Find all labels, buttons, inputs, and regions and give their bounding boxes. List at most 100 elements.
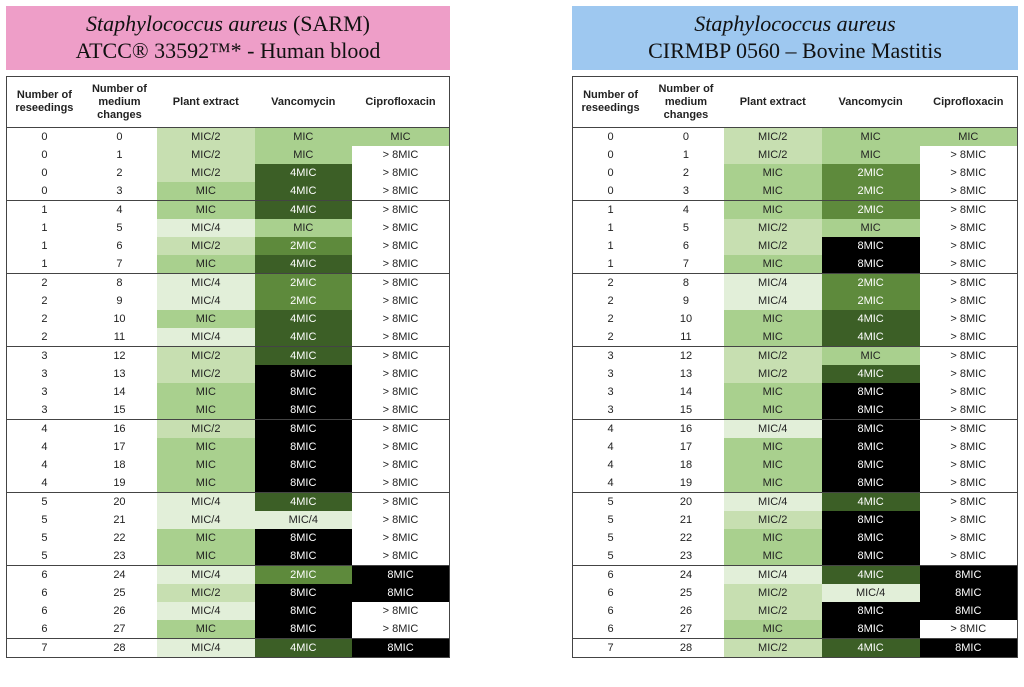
cell-reseedings: 2: [41, 313, 48, 325]
cell-plant-extract: MIC/4: [723, 419, 822, 438]
table-row: 3 14 MIC 8MIC > 8MIC: [7, 383, 450, 401]
cell-medium-changes: 13: [113, 368, 126, 380]
cell-vancomycin: 2MIC: [821, 182, 920, 201]
table-row: 5 23 MIC 8MIC > 8MIC: [7, 547, 450, 566]
cell-plant-extract: MIC/4: [157, 219, 255, 237]
cell-medium-changes: 1: [116, 149, 123, 161]
cell-medium-changes: 0: [682, 131, 690, 143]
table-row: 4 19 MIC 8MIC > 8MIC: [573, 474, 1018, 493]
cell-plant-extract: MIC/2: [157, 365, 255, 383]
cell-plant-extract: MIC/4: [723, 565, 822, 584]
cell-ciprofloxacin: > 8MIC: [352, 547, 450, 566]
cell-reseedings: 5: [607, 532, 614, 544]
cell-vancomycin: 8MIC: [254, 474, 352, 493]
cell-medium-changes: 9: [116, 295, 123, 307]
table-row: 6 25 MIC/2 MIC/4 8MIC: [573, 584, 1018, 602]
cell-vancomycin: 8MIC: [821, 438, 920, 456]
cell-ciprofloxacin: > 8MIC: [919, 511, 1018, 529]
table-row: 2 10 MIC 4MIC > 8MIC: [573, 310, 1018, 328]
table-row: 2 11 MIC 4MIC > 8MIC: [573, 328, 1018, 347]
table-row: 1 4 MIC 2MIC > 8MIC: [572, 200, 1018, 219]
cell-ciprofloxacin: > 8MIC: [352, 529, 450, 547]
table-row: 4 19 MIC 8MIC > 8MIC: [7, 474, 450, 493]
cell-ciprofloxacin: > 8MIC: [919, 365, 1018, 383]
table-row: 3 13 MIC/2 8MIC > 8MIC: [7, 365, 450, 383]
cell-ciprofloxacin: > 8MIC: [919, 346, 1018, 365]
cell-ciprofloxacin: > 8MIC: [352, 620, 450, 639]
cell-vancomycin: 2MIC: [821, 200, 920, 219]
table-row: 2 9 MIC/4 2MIC > 8MIC: [573, 292, 1018, 310]
cell-ciprofloxacin: > 8MIC: [352, 273, 450, 292]
table-row: 3 12 MIC/2 4MIC > 8MIC: [6, 346, 450, 365]
right-panel: Staphylococcus aureus CIRMBP 0560 – Bovi…: [572, 6, 1018, 658]
cell-plant-extract: MIC: [723, 310, 822, 328]
cell-vancomycin: 8MIC: [254, 383, 352, 401]
cell-vancomycin: 8MIC: [821, 474, 920, 493]
cell-vancomycin: 2MIC: [821, 164, 920, 182]
cell-plant-extract: MIC: [157, 255, 255, 274]
cell-vancomycin: 2MIC: [821, 292, 920, 310]
cell-ciprofloxacin: > 8MIC: [919, 310, 1018, 328]
cell-reseedings: 3: [607, 386, 614, 398]
cell-medium-changes: 24: [648, 565, 724, 584]
cell-plant-extract: MIC/2: [723, 237, 822, 255]
header-reseedings: Number of reseedings: [572, 76, 649, 128]
cell-vancomycin: 4MIC: [821, 328, 920, 347]
cell-plant-extract: MIC: [723, 164, 822, 182]
cell-ciprofloxacin: > 8MIC: [352, 383, 450, 401]
right-table-header-row: Number of reseedings Number of medium ch…: [572, 76, 1018, 128]
cell-vancomycin: 8MIC: [254, 365, 352, 383]
cell-plant-extract: MIC/4: [723, 273, 822, 292]
left-title: Staphylococcus aureus (SARM) ATCC® 33592…: [6, 6, 450, 70]
header-vancomycin: Vancomycin: [254, 76, 352, 128]
cell-medium-changes: 13: [679, 368, 693, 380]
cell-medium-changes: 3: [116, 185, 123, 197]
cell-ciprofloxacin: > 8MIC: [352, 219, 450, 237]
table-row: 5 22 MIC 8MIC > 8MIC: [7, 529, 450, 547]
cell-reseedings: 5: [41, 514, 48, 526]
cell-ciprofloxacin: > 8MIC: [919, 438, 1018, 456]
cell-medium-changes: 28: [81, 638, 158, 658]
table-row: 6 26 MIC/4 8MIC > 8MIC: [7, 602, 450, 620]
cell-reseedings: 0: [41, 149, 48, 161]
cell-medium-changes: 20: [81, 492, 158, 511]
cell-ciprofloxacin: > 8MIC: [352, 365, 450, 383]
cell-medium-changes: 17: [679, 441, 693, 453]
table-row: 3 15 MIC 8MIC > 8MIC: [7, 401, 450, 420]
cell-vancomycin: 4MIC: [821, 565, 920, 584]
cell-ciprofloxacin: > 8MIC: [919, 547, 1018, 566]
cell-ciprofloxacin: > 8MIC: [919, 474, 1018, 493]
cell-plant-extract: MIC: [157, 438, 255, 456]
cell-reseedings: 5: [41, 532, 48, 544]
table-row: 6 27 MIC 8MIC > 8MIC: [573, 620, 1018, 639]
cell-medium-changes: 1: [682, 149, 690, 161]
table-row: 3 15 MIC 8MIC > 8MIC: [573, 401, 1018, 420]
cell-plant-extract: MIC: [723, 547, 822, 566]
cell-medium-changes: 4: [81, 200, 158, 219]
cell-medium-changes: 12: [648, 346, 724, 365]
left-title-suffix: (SARM): [287, 11, 370, 36]
cell-plant-extract: MIC/2: [723, 146, 822, 164]
cell-ciprofloxacin: > 8MIC: [352, 602, 450, 620]
cell-reseedings: 4: [607, 477, 614, 489]
cell-reseedings: 0: [607, 167, 614, 179]
cell-ciprofloxacin: > 8MIC: [919, 401, 1018, 420]
cell-plant-extract: MIC: [723, 383, 822, 401]
cell-vancomycin: 8MIC: [254, 584, 352, 602]
cell-plant-extract: MIC: [157, 182, 255, 201]
cell-reseedings: 2: [607, 313, 614, 325]
table-row: 3 12 MIC/2 MIC > 8MIC: [572, 346, 1018, 365]
left-table-header-row: Number of reseedings Number of medium ch…: [6, 76, 450, 128]
cell-plant-extract: MIC: [157, 401, 255, 420]
cell-plant-extract: MIC/4: [157, 511, 255, 529]
table-row: 2 9 MIC/4 2MIC > 8MIC: [7, 292, 450, 310]
table-row: 0 1 MIC/2 MIC > 8MIC: [7, 146, 450, 164]
cell-medium-changes: 14: [679, 386, 693, 398]
cell-vancomycin: 4MIC: [821, 492, 920, 511]
cell-reseedings: 0: [607, 131, 614, 143]
cell-ciprofloxacin: > 8MIC: [352, 474, 450, 493]
left-title-line2: ATCC® 33592™* - Human blood: [75, 38, 381, 63]
cell-plant-extract: MIC/2: [723, 638, 822, 658]
cell-medium-changes: 5: [116, 222, 123, 234]
cell-plant-extract: MIC/4: [723, 492, 822, 511]
